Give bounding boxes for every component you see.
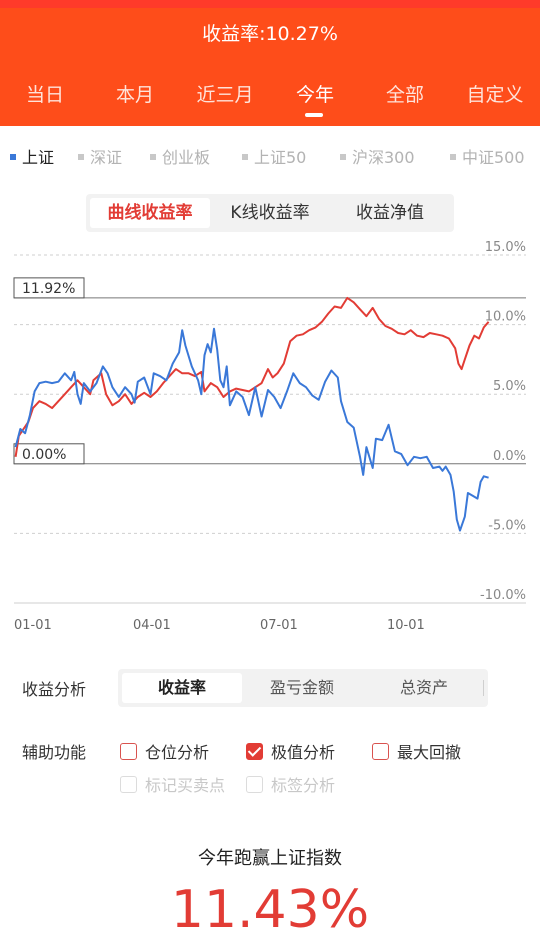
- y-tick-label: 5.0%: [493, 379, 526, 394]
- legend-dot-icon: [10, 153, 16, 160]
- index-tab-label: 中证500: [462, 148, 525, 167]
- period-tabs: 当日 本月 近三月 今年 全部 自定义: [0, 80, 540, 110]
- analysis-total-assets-button[interactable]: 总资产: [399, 678, 448, 697]
- x-tick-label: 07-01: [260, 618, 298, 633]
- index-tab-shanghai[interactable]: 上证: [10, 144, 54, 168]
- checkbox-extreme-analysis[interactable]: 极值分析: [246, 739, 335, 763]
- yield-title: 收益率:10.27%: [202, 23, 338, 45]
- zero-value-label-box: [13, 443, 85, 465]
- outperform-text: 今年跑赢上证指数: [198, 848, 342, 869]
- aux-label: 辅助功能: [22, 743, 87, 762]
- tab-custom[interactable]: 自定义: [466, 84, 524, 106]
- checkbox-label: 标签分析: [271, 776, 336, 795]
- legend-dot-icon: [450, 153, 456, 160]
- analysis-label: 收益分析: [22, 680, 87, 699]
- checkbox-icon: [120, 743, 137, 760]
- index-series-line: [14, 327, 489, 532]
- legend-dot-icon: [242, 153, 248, 160]
- checkbox-icon: [246, 776, 263, 793]
- index-tab-chinext[interactable]: 创业板: [150, 144, 210, 168]
- checkbox-label: 标记买卖点: [145, 776, 226, 795]
- checkbox-label: 仓位分析: [145, 743, 210, 762]
- tab-today[interactable]: 当日: [25, 84, 64, 106]
- checkbox-tag-analysis[interactable]: 标签分析: [246, 772, 335, 796]
- checkbox-max-drawdown[interactable]: 最大回撤: [372, 739, 461, 763]
- checkbox-position-analysis[interactable]: 仓位分析: [120, 739, 209, 763]
- index-tab-csi500[interactable]: 中证500: [450, 144, 525, 168]
- yield-chart[interactable]: 15.0% 10.0% 5.0% 0.0% -5.0% -10.0% 11.92% 0.00%…: [0, 240, 540, 640]
- checkbox-icon: [120, 776, 137, 793]
- active-tab-indicator: [305, 113, 323, 117]
- y-tick-label: 15.0%: [485, 240, 526, 255]
- legend-dot-icon: [150, 153, 156, 160]
- index-tab-label: 创业板: [162, 148, 211, 167]
- analysis-yield-button[interactable]: 收益率: [122, 673, 242, 703]
- checkbox-mark-trades[interactable]: 标记买卖点: [120, 772, 225, 796]
- legend-dot-icon: [78, 153, 84, 160]
- analysis-selector: 收益率 盈亏金额 总资产: [118, 669, 488, 707]
- tab-this-month[interactable]: 本月: [115, 84, 154, 106]
- x-tick-label: 01-01: [14, 618, 52, 633]
- max-value-label-box: [13, 277, 85, 299]
- index-tab-label: 上证: [22, 148, 55, 167]
- chart-mode-selector: 曲线收益率 K线收益率 收益净值: [86, 194, 454, 232]
- mode-kline-yield[interactable]: K线收益率: [230, 203, 310, 223]
- index-tab-label: 深证: [90, 148, 123, 167]
- portfolio-series-line: [14, 296, 490, 457]
- index-tab-shenzhen[interactable]: 深证: [78, 144, 122, 168]
- mode-net-value[interactable]: 收益净值: [356, 203, 424, 223]
- index-tab-sse50[interactable]: 上证50: [242, 144, 306, 168]
- mode-curve-yield[interactable]: 曲线收益率: [90, 198, 210, 228]
- checkbox-checked-icon: [246, 743, 263, 760]
- max-value-label: 11.92%: [22, 281, 75, 297]
- tab-this-year[interactable]: 今年: [295, 84, 334, 106]
- legend-dot-icon: [340, 153, 346, 160]
- index-selector: 上证 深证 创业板 上证50 沪深300 中证500: [0, 144, 540, 168]
- x-tick-label: 04-01: [133, 618, 171, 633]
- index-tab-label: 沪深300: [352, 148, 415, 167]
- segment-divider: [483, 680, 484, 696]
- y-tick-label: -5.0%: [488, 518, 526, 533]
- top-bar: 收益率:10.27% 当日 本月 近三月 今年 全部 自定义: [0, 0, 540, 126]
- y-tick-label: 10.0%: [485, 310, 526, 325]
- checkbox-label: 极值分析: [271, 743, 336, 762]
- analysis-profit-loss-button[interactable]: 盈亏金额: [269, 678, 334, 697]
- outperform-value: 11.43%: [170, 880, 370, 940]
- tab-last-three-months[interactable]: 近三月: [196, 84, 254, 106]
- y-tick-label: -10.0%: [480, 588, 526, 603]
- y-tick-label: 0.0%: [493, 449, 526, 464]
- checkbox-label: 最大回撤: [397, 743, 462, 762]
- status-stripe: [0, 0, 540, 8]
- index-tab-csi300[interactable]: 沪深300: [340, 144, 415, 168]
- x-tick-label: 10-01: [387, 618, 425, 633]
- tab-all[interactable]: 全部: [385, 84, 424, 106]
- zero-value-label: 0.00%: [22, 447, 66, 463]
- checkbox-icon: [372, 743, 389, 760]
- index-tab-label: 上证50: [254, 148, 307, 167]
